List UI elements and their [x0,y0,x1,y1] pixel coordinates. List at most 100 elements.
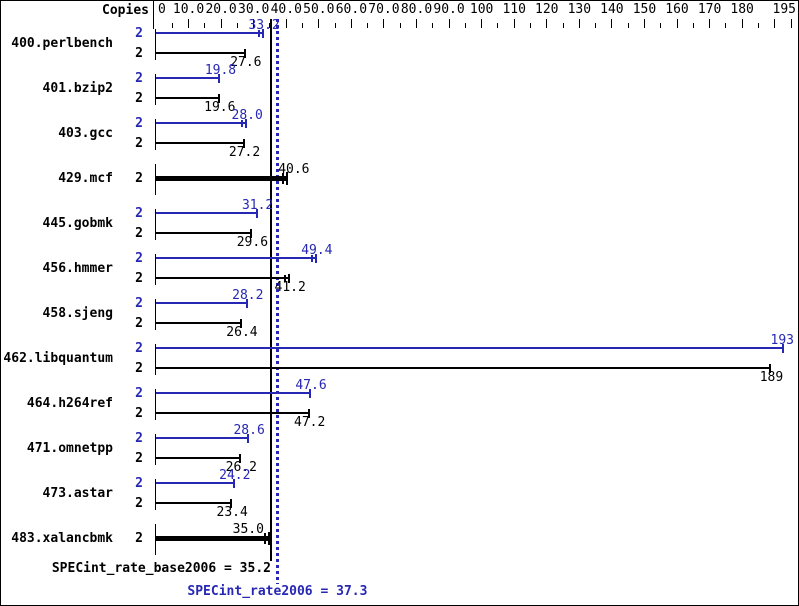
bar-end-cap [288,273,291,283]
x-axis-tick-label: 120 [535,2,559,17]
bar-value-label: 47.2 [294,415,326,430]
x-axis-tick-label: 130 [567,2,592,17]
group-axis-line [155,344,156,375]
base-bar [156,322,242,324]
bar-value-label: 19.6 [204,100,236,115]
copies-count: 2 [135,340,143,356]
copies-count: 2 [135,295,143,311]
minor-tick [464,23,466,28]
x-axis-tick-label: 110 [502,2,526,17]
major-tick [448,19,450,28]
major-tick [676,19,678,28]
peak-bar [156,347,785,349]
benchmark-label: 429.mcf [58,170,113,186]
benchmark-label: 458.sjeng [42,305,113,321]
copies-count: 2 [135,205,143,221]
benchmark-label: 462.libquantum [3,350,113,366]
major-tick [513,19,515,28]
group-axis-line [155,389,156,420]
x-axis-tick-label: 10.0 [172,2,205,17]
x-axis-tick-label: 80.0 [400,2,433,17]
minor-tick [725,23,727,28]
copies-count: 2 [135,315,143,331]
bar-end-cap [255,208,258,218]
bar-end-cap [230,498,233,508]
benchmark-label: 403.gcc [58,125,113,141]
benchmark-label: 401.bzip2 [42,80,113,96]
major-tick [709,19,711,28]
bar-value-label: 49.4 [301,243,333,258]
x-axis-tick-label: 0 [158,2,166,17]
copies-count: 2 [135,45,143,61]
bar-end-cap [218,73,221,83]
base-bar [156,52,246,54]
bar-value-label: 40.6 [278,161,310,177]
major-tick [318,19,320,28]
x-axis-tick-label: 180 [730,2,754,17]
x-axis-tick-label: 100 [469,2,494,17]
bar-value-label: 28.2 [232,288,264,303]
bar-end-cap [232,478,235,488]
major-tick [253,19,255,28]
bar-end-cap [247,433,250,443]
bar-value-label: 31.2 [241,198,274,213]
copies-column-header: Copies [102,3,149,18]
major-tick [611,19,613,28]
minor-tick [497,23,499,28]
x-axis-tick-label: 40.0 [270,2,302,17]
bar-end-cap [769,363,772,373]
major-tick [643,19,645,28]
group-axis-line [155,479,156,510]
group-axis-line [155,209,156,240]
minor-tick [757,23,759,28]
benchmark-label: 471.omnetpp [26,440,113,456]
copies-count: 2 [135,115,143,131]
copies-count: 2 [135,385,143,401]
group-axis-line [155,74,156,105]
benchmark-label: 456.hmmer [42,260,113,276]
base-bar [156,502,233,504]
minor-tick [595,23,597,28]
bar-end-cap [217,93,220,103]
benchmark-label: 445.gobmk [42,215,113,231]
major-tick [481,19,483,28]
minor-tick [236,23,238,28]
bar-value-label: 28.6 [233,423,265,438]
major-tick [790,19,792,28]
bar-value-label: 27.2 [228,145,261,160]
major-tick [350,19,352,28]
minor-tick [171,23,173,28]
copies-count: 2 [135,170,143,186]
minor-tick [432,23,434,28]
bar-end-cap [309,388,311,398]
copies-count: 2 [135,225,143,241]
copies-count: 2 [135,90,143,106]
base-rate-summary: SPECint_rate_base2006 = 35.2 [51,561,271,576]
base-bar [156,457,242,459]
copies-count: 2 [135,530,143,546]
x-axis-tick-label: 150 [632,2,657,17]
merged-bar [156,535,270,541]
x-axis-tick-label: 20.0 [205,2,237,17]
minor-tick [692,23,694,28]
bar-value-label: 26.2 [225,460,257,475]
axis-divider-line [153,1,154,29]
peak-bar [156,392,311,394]
base-bar [156,232,253,234]
bar-value-label: 193 [770,333,794,348]
benchmark-label: 400.perlbench [11,35,113,51]
major-tick [220,19,222,28]
bar-value-label: 27.6 [230,55,262,70]
bar-end-cap [314,253,317,263]
minor-tick [302,23,304,28]
bar-end-cap [245,298,248,308]
peak-bar [156,212,258,214]
peak-bar [156,482,235,484]
bar-end-cap [245,118,248,128]
benchmark-label: 483.xalancbmk [11,530,113,546]
group-axis-line [155,119,156,150]
major-tick [774,19,776,28]
base-bar [156,367,772,369]
x-axis-tick-label: 70.0 [368,2,400,17]
